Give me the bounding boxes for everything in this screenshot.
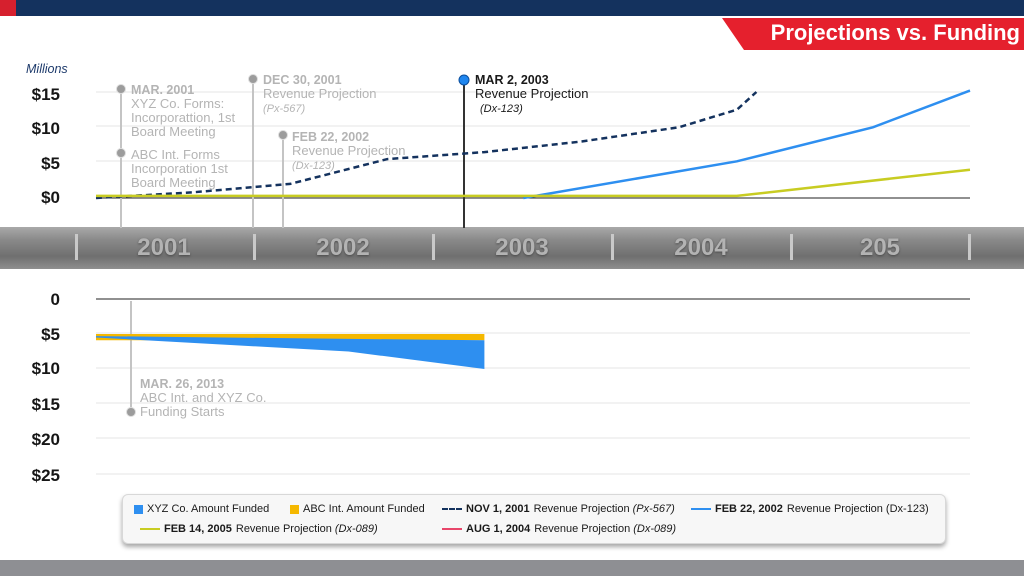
title-tab: [722, 18, 1024, 50]
lower-series: [96, 334, 485, 369]
annotation-text: ABC Int. and XYZ Co. Funding Starts: [140, 390, 267, 419]
footer-bar: [0, 560, 1024, 576]
upper-y-label-0: $0: [41, 188, 60, 207]
year-label: 2003: [495, 234, 549, 261]
lower-gridlines: [96, 298, 970, 475]
header-bar: [0, 0, 1024, 16]
annotation-ref: (Px-567): [263, 103, 306, 115]
legend-label: Revenue Projection (Dx-123): [786, 503, 929, 515]
legend-swatch: [691, 508, 711, 510]
lower-y-label-25: $25: [31, 466, 60, 485]
annotation-dec-2001: DEC 30, 2001 Revenue Projection (Px-567): [263, 73, 403, 116]
area-xyz-funded: [96, 336, 485, 369]
annotation-pin: [278, 130, 288, 140]
legend-date: FEB 14, 2005: [164, 523, 232, 535]
lower-y-label-20: $20: [31, 430, 60, 449]
upper-y-label-15: $15: [31, 85, 60, 104]
timeline-separator: [253, 234, 256, 260]
annotation-text: Revenue Projection: [292, 143, 406, 158]
timeline-separator: [968, 234, 971, 260]
annotation-abc-forms: ABC Int. Forms Incorporation 1st Board M…: [131, 148, 261, 190]
annotation-pin: [248, 74, 258, 84]
annotation-pin: [126, 407, 136, 417]
annotation-date: MAR. 26, 2013: [140, 377, 225, 391]
annotation-date: DEC 30, 2001: [263, 73, 342, 87]
upper-y-label-5: $5: [41, 154, 60, 173]
units-label: Millions: [26, 62, 68, 76]
timeline-separator: [611, 234, 614, 260]
lower-y-label-10: $10: [31, 359, 60, 378]
series-line: [523, 89, 971, 200]
legend-swatch: [442, 528, 462, 530]
legend-item-feb-2002: FEB 22, 2002 Revenue Projection (Dx-123): [691, 503, 929, 515]
annotation-funding-starts: MAR. 26, 2013 ABC Int. and XYZ Co. Fundi…: [140, 377, 290, 419]
legend-ref: (Dx-089): [633, 523, 677, 535]
legend-swatch: [290, 504, 299, 514]
legend-label: Revenue Projection: [534, 523, 631, 535]
legend-item-abc-funded: ABC Int. Amount Funded: [290, 503, 425, 515]
timeline-separator: [75, 234, 78, 260]
series-line: [96, 168, 971, 198]
year-label: 205: [859, 234, 901, 261]
legend-item-feb-2005: FEB 14, 2005 Revenue Projection (Dx-089): [140, 523, 378, 535]
annotation-pin: [116, 148, 126, 158]
legend-label: XYZ Co. Amount Funded: [147, 503, 270, 515]
year-label: 2002: [316, 234, 370, 261]
legend-label: Revenue Projection: [235, 523, 332, 535]
annotation-feb-2002: FEB 22, 2002 Revenue Projection (Dx-123): [292, 130, 432, 173]
legend-ref: (Dx-089): [334, 523, 378, 535]
legend-swatch: [442, 508, 462, 510]
legend-item-aug-2004: AUG 1, 2004 Revenue Projection (Dx-089): [442, 523, 676, 535]
annotation-mar-2003: MAR 2, 2003 Revenue Projection (Dx-123): [475, 73, 625, 116]
page-title: Projections vs. Funding: [770, 20, 1020, 45]
legend-swatch: [140, 528, 160, 530]
annotation-ref: (Dx-123): [480, 103, 523, 115]
series-line: [95, 91, 758, 200]
annotation-date: MAR 2, 2003: [475, 73, 549, 87]
annotation-xyz-forms: MAR. 2001 XYZ Co. Forms: Incorporattion,…: [131, 83, 271, 139]
timeline-separator: [432, 234, 435, 260]
legend-label: Revenue Projection: [533, 503, 630, 515]
annotation-text: ABC Int. Forms Incorporation 1st Board M…: [131, 147, 228, 190]
lower-y-label-15: $15: [31, 395, 60, 414]
annotation-text: Revenue Projection: [263, 86, 377, 101]
annotation-pin-active: [458, 74, 470, 86]
legend-item-nov-2001: NOV 1, 2001 Revenue Projection (Px-567): [442, 503, 675, 515]
legend: [122, 494, 946, 544]
annotation-date: MAR. 2001: [131, 83, 195, 97]
lower-y-label-0: 0: [50, 290, 60, 309]
legend-ref: (Px-567): [632, 503, 675, 515]
annotation-date: FEB 22, 2002: [292, 130, 370, 144]
legend-swatch: [134, 504, 143, 514]
lower-y-label-5: $5: [41, 325, 60, 344]
annotation-text: Revenue Projection: [475, 86, 589, 101]
upper-y-label-10: $10: [31, 119, 60, 138]
legend-date: FEB 22, 2002: [715, 503, 783, 515]
timeline-separator: [790, 234, 793, 260]
upper-gridlines: [96, 91, 970, 199]
legend-label: ABC Int. Amount Funded: [303, 503, 425, 515]
legend-date: AUG 1, 2004: [466, 523, 531, 535]
legend-item-xyz-funded: XYZ Co. Amount Funded: [134, 503, 269, 515]
annotation-pin: [116, 84, 126, 94]
year-label: 2001: [137, 234, 191, 261]
timeline-band: [0, 227, 1024, 269]
header-accent: [0, 0, 16, 16]
year-label: 2004: [674, 234, 728, 261]
annotation-text: XYZ Co. Forms: Incorporattion, 1st Board…: [131, 96, 236, 139]
legend-date: NOV 1, 2001: [466, 503, 530, 515]
upper-series: [95, 89, 971, 200]
annotation-ref: (Dx-123): [292, 160, 335, 172]
